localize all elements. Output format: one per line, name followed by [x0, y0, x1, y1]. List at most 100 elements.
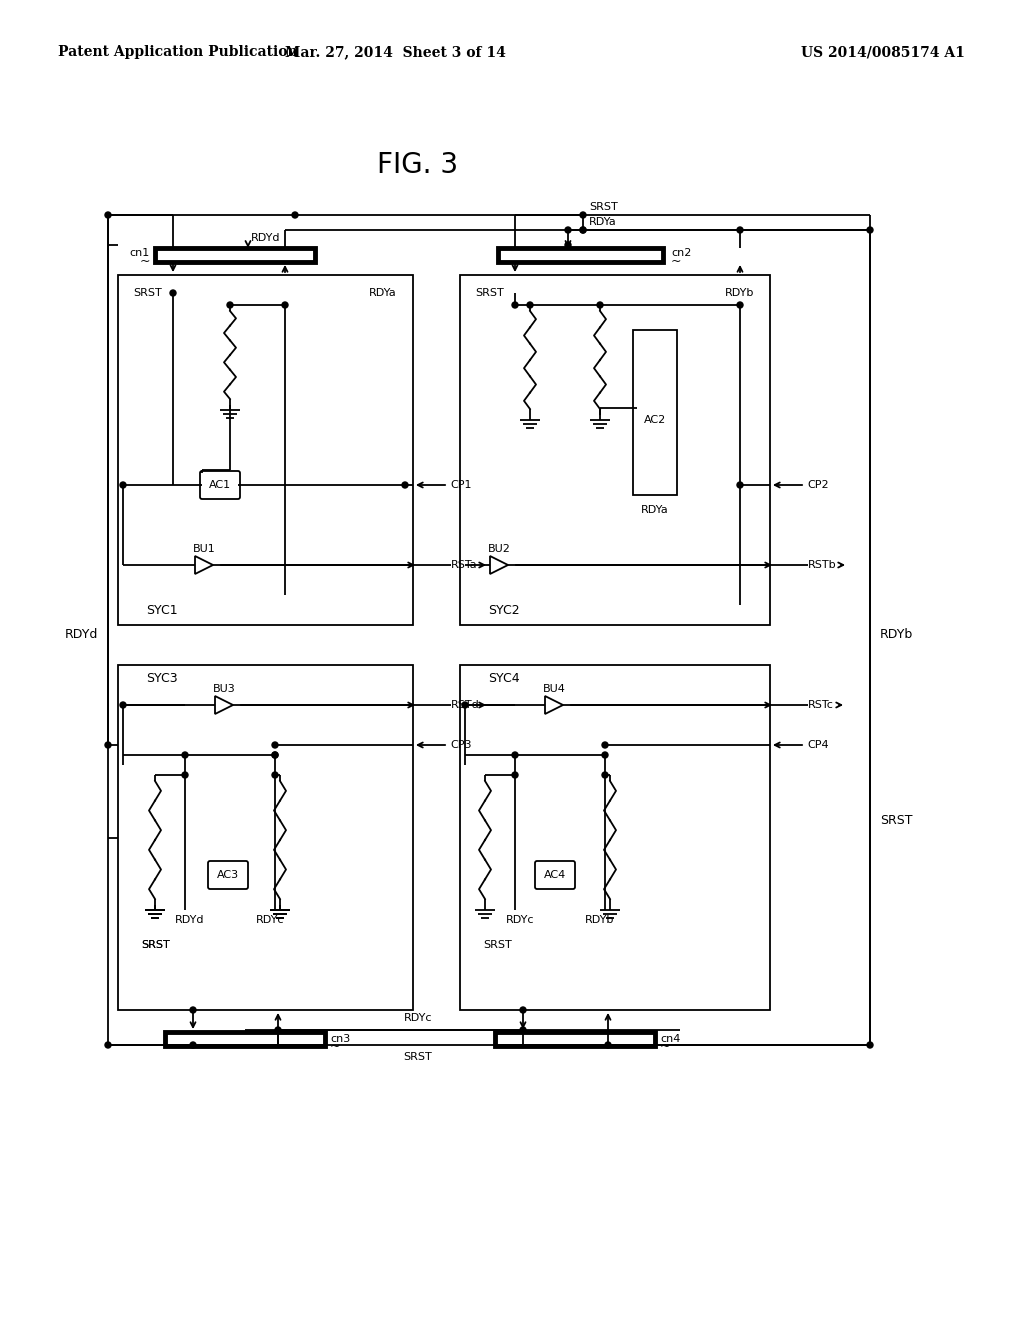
Text: RDYd: RDYd: [175, 915, 205, 925]
Bar: [498, 248, 663, 261]
Circle shape: [867, 1041, 873, 1048]
Text: RSTd: RSTd: [451, 700, 480, 710]
Text: ~: ~: [139, 255, 150, 268]
Circle shape: [120, 702, 126, 708]
Text: SRST: SRST: [589, 202, 617, 213]
FancyBboxPatch shape: [535, 861, 575, 888]
Text: SRST: SRST: [141, 940, 170, 950]
Text: BU1: BU1: [193, 544, 215, 554]
Text: ~: ~: [660, 1040, 671, 1052]
Circle shape: [105, 1041, 111, 1048]
Text: RDYd: RDYd: [251, 234, 281, 243]
Text: AC2: AC2: [644, 414, 667, 425]
Circle shape: [602, 742, 608, 748]
Text: RDYb: RDYb: [880, 628, 913, 642]
Circle shape: [272, 742, 278, 748]
Text: SRST: SRST: [483, 940, 512, 950]
Text: BU3: BU3: [213, 684, 236, 694]
Text: BU4: BU4: [543, 684, 565, 694]
Circle shape: [282, 302, 288, 308]
Circle shape: [602, 752, 608, 758]
Text: SRST: SRST: [133, 288, 163, 298]
Text: SYC3: SYC3: [146, 672, 177, 685]
Circle shape: [597, 302, 603, 308]
Circle shape: [527, 302, 534, 308]
Text: RDYc: RDYc: [403, 1012, 432, 1023]
Text: SRST: SRST: [475, 288, 505, 298]
Circle shape: [867, 227, 873, 234]
Circle shape: [190, 1041, 196, 1048]
Text: CP1: CP1: [450, 480, 471, 490]
Text: CP2: CP2: [807, 480, 828, 490]
Bar: [118, 665, 413, 1010]
Text: RDYa: RDYa: [369, 288, 397, 298]
Text: US 2014/0085174 A1: US 2014/0085174 A1: [801, 45, 965, 59]
Text: RDYd: RDYd: [65, 628, 98, 642]
Text: cn4: cn4: [660, 1034, 680, 1044]
Text: FIG. 3: FIG. 3: [378, 150, 459, 180]
Text: RDYb: RDYb: [586, 915, 614, 925]
Text: SRST: SRST: [141, 940, 170, 950]
FancyBboxPatch shape: [200, 471, 240, 499]
Circle shape: [182, 772, 188, 777]
Circle shape: [120, 482, 126, 488]
Bar: [155, 248, 315, 261]
Circle shape: [182, 752, 188, 758]
Circle shape: [605, 1041, 611, 1048]
Text: RDYc: RDYc: [256, 915, 285, 925]
Text: RSTa: RSTa: [451, 560, 477, 570]
Text: CP3: CP3: [450, 741, 471, 750]
Text: SYC4: SYC4: [488, 672, 519, 685]
Bar: [495, 1032, 655, 1045]
Text: RSTc: RSTc: [808, 700, 834, 710]
Circle shape: [512, 752, 518, 758]
Circle shape: [737, 482, 743, 488]
Circle shape: [105, 742, 111, 748]
Text: cn2: cn2: [671, 248, 691, 257]
Bar: [460, 275, 770, 624]
Text: ~: ~: [671, 255, 682, 268]
Text: Patent Application Publication: Patent Application Publication: [58, 45, 298, 59]
FancyBboxPatch shape: [635, 407, 675, 434]
Circle shape: [272, 772, 278, 777]
Circle shape: [580, 227, 586, 234]
Text: SRST: SRST: [403, 1052, 432, 1063]
Circle shape: [520, 1027, 526, 1034]
Circle shape: [737, 302, 743, 308]
Text: AC4: AC4: [544, 870, 566, 880]
Circle shape: [520, 1007, 526, 1012]
Text: SYC1: SYC1: [146, 605, 177, 618]
Text: RDYa: RDYa: [641, 506, 669, 515]
Circle shape: [275, 1027, 281, 1034]
Circle shape: [580, 227, 586, 234]
Bar: [165, 1032, 325, 1045]
Circle shape: [565, 227, 571, 234]
Circle shape: [402, 482, 408, 488]
Bar: [633, 330, 677, 495]
Circle shape: [272, 752, 278, 758]
Circle shape: [565, 242, 571, 248]
Text: RDYa: RDYa: [589, 216, 616, 227]
Text: AC3: AC3: [217, 870, 239, 880]
Circle shape: [737, 227, 743, 234]
Circle shape: [580, 213, 586, 218]
Circle shape: [292, 213, 298, 218]
Text: SRST: SRST: [880, 813, 912, 826]
Circle shape: [512, 302, 518, 308]
Circle shape: [512, 772, 518, 777]
Text: CP4: CP4: [807, 741, 828, 750]
Text: ~: ~: [330, 1040, 341, 1052]
Text: BU2: BU2: [487, 544, 510, 554]
Text: RDYc: RDYc: [506, 915, 535, 925]
Text: AC1: AC1: [209, 480, 231, 490]
Circle shape: [272, 752, 278, 758]
FancyBboxPatch shape: [208, 861, 248, 888]
Circle shape: [602, 772, 608, 777]
Text: RDYb: RDYb: [725, 288, 755, 298]
Text: RSTb: RSTb: [808, 560, 837, 570]
Text: cn1: cn1: [130, 248, 150, 257]
Text: Mar. 27, 2014  Sheet 3 of 14: Mar. 27, 2014 Sheet 3 of 14: [285, 45, 506, 59]
Circle shape: [170, 290, 176, 296]
Bar: [460, 665, 770, 1010]
Circle shape: [105, 213, 111, 218]
